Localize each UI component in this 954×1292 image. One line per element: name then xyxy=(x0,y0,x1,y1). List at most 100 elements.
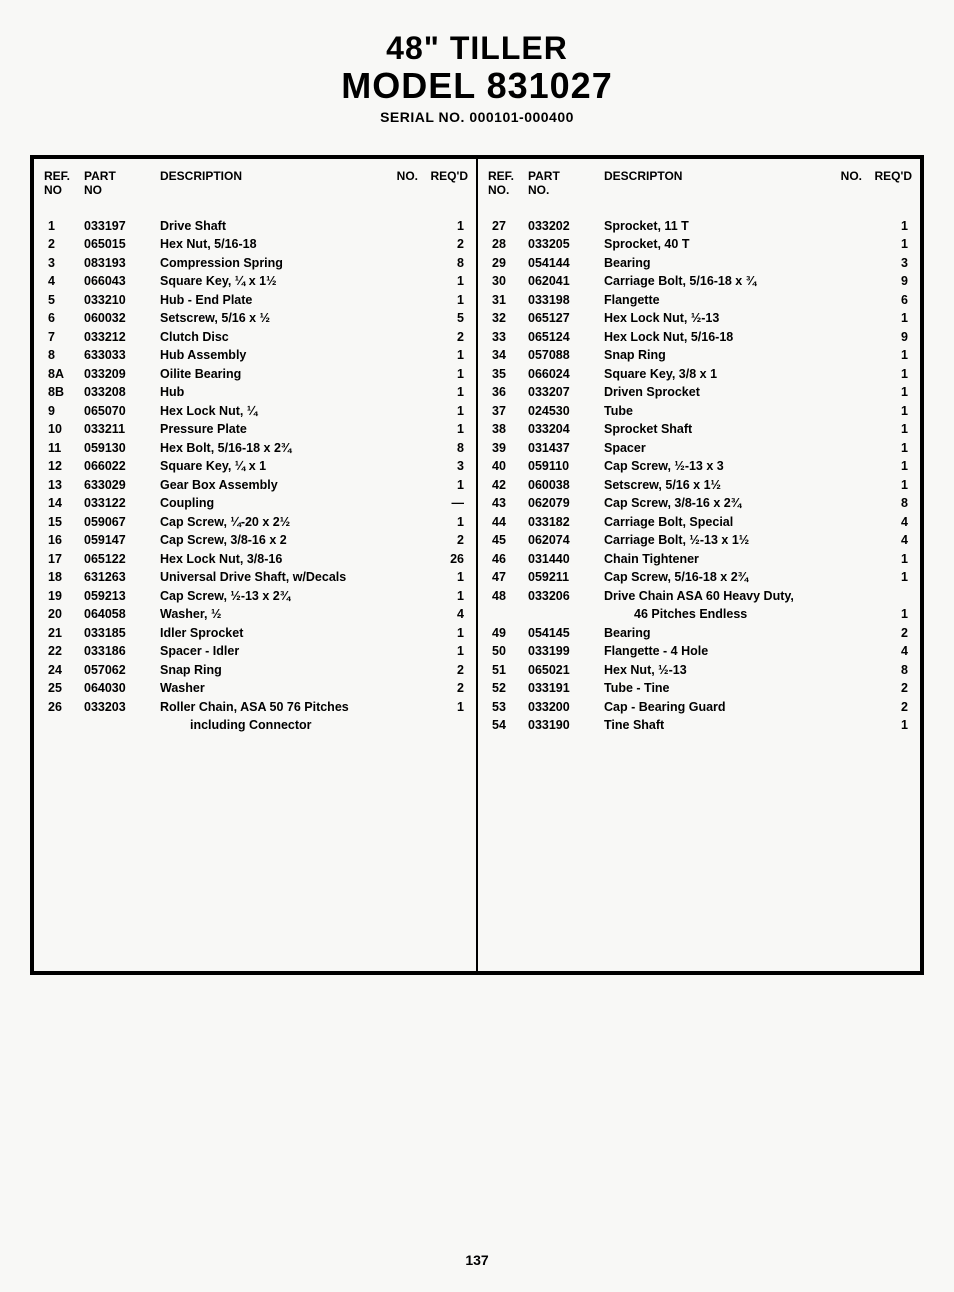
td-desc: Square Key, ¼ x 1 xyxy=(156,458,428,476)
table-row: 22033186Spacer - Idler1 xyxy=(44,643,468,661)
td-reqd: 1 xyxy=(428,403,468,421)
td-ref: 39 xyxy=(488,440,528,458)
td-desc: Driven Sprocket xyxy=(600,384,872,402)
table-row: 35066024Square Key, 3/8 x 11 xyxy=(488,366,912,384)
table-row: 45062074Carriage Bolt, ½-13 x 1½4 xyxy=(488,532,912,550)
td-reqd: 1 xyxy=(872,477,912,495)
td-reqd: 2 xyxy=(428,680,468,698)
table-row: 48033206Drive Chain ASA 60 Heavy Duty, xyxy=(488,588,912,606)
table-row: 46031440Chain Tightener1 xyxy=(488,551,912,569)
td-reqd: 1 xyxy=(872,384,912,402)
td-desc: Tine Shaft xyxy=(600,717,872,735)
td-reqd: 4 xyxy=(872,514,912,532)
table-row: 24057062Snap Ring2 xyxy=(44,662,468,680)
table-row: 5033210Hub - End Plate1 xyxy=(44,292,468,310)
td-desc: Hex Bolt, 5/16-18 x 2¾ xyxy=(156,440,428,458)
td-desc: Hex Lock Nut, ¼ xyxy=(156,403,428,421)
td-desc: Roller Chain, ASA 50 76 Pitches xyxy=(156,699,428,717)
td-ref: 42 xyxy=(488,477,528,495)
td-ref: 22 xyxy=(44,643,84,661)
td-desc: Cap Screw, ¼-20 x 2½ xyxy=(156,514,428,532)
td-desc: Sprocket, 40 T xyxy=(600,236,872,254)
td-reqd: 1 xyxy=(428,643,468,661)
td-reqd: 1 xyxy=(872,606,912,624)
td-desc: Clutch Disc xyxy=(156,329,428,347)
td-part: 033209 xyxy=(84,366,156,384)
table-row: 8A033209Oilite Bearing1 xyxy=(44,366,468,384)
td-ref: 21 xyxy=(44,625,84,643)
td-ref: 32 xyxy=(488,310,528,328)
th-no: NO. xyxy=(832,169,862,198)
td-ref: 47 xyxy=(488,569,528,587)
td-part: 033212 xyxy=(84,329,156,347)
td-desc: Cap Screw, 3/8-16 x 2 xyxy=(156,532,428,550)
td-part: 033182 xyxy=(528,514,600,532)
table-row: 52033191Tube - Tine2 xyxy=(488,680,912,698)
td-reqd: 1 xyxy=(428,569,468,587)
td-reqd: 26 xyxy=(428,551,468,569)
td-part: 062041 xyxy=(528,273,600,291)
td-desc: Snap Ring xyxy=(600,347,872,365)
table-row: 10033211Pressure Plate1 xyxy=(44,421,468,439)
td-ref: 20 xyxy=(44,606,84,624)
td-desc: Tube xyxy=(600,403,872,421)
table-row: 46 Pitches Endless1 xyxy=(488,606,912,624)
table-row: 21033185Idler Sprocket1 xyxy=(44,625,468,643)
td-ref: 7 xyxy=(44,329,84,347)
td-part: 631263 xyxy=(84,569,156,587)
td-ref: 13 xyxy=(44,477,84,495)
td-part: 059213 xyxy=(84,588,156,606)
table-header-right: REF. NO. PART NO. DESCRIPTON NO. REQ'D xyxy=(488,169,912,210)
td-desc: Cap Screw, ½-13 x 2¾ xyxy=(156,588,428,606)
td-reqd: 6 xyxy=(872,292,912,310)
td-reqd: 2 xyxy=(428,532,468,550)
td-desc: Spacer xyxy=(600,440,872,458)
td-reqd: 1 xyxy=(872,347,912,365)
td-desc: Hub - End Plate xyxy=(156,292,428,310)
td-ref: 8 xyxy=(44,347,84,365)
table-row: 19059213Cap Screw, ½-13 x 2¾1 xyxy=(44,588,468,606)
td-reqd: 1 xyxy=(428,273,468,291)
td-reqd: 1 xyxy=(872,458,912,476)
td-part: 062074 xyxy=(528,532,600,550)
td-part: 033198 xyxy=(528,292,600,310)
td-reqd: 1 xyxy=(872,717,912,735)
table-row: 37024530Tube1 xyxy=(488,403,912,421)
td-reqd: 1 xyxy=(428,588,468,606)
td-desc: Universal Drive Shaft, w/Decals xyxy=(156,569,428,587)
th-reqd: REQ'D xyxy=(418,169,468,198)
td-part: 033211 xyxy=(84,421,156,439)
td-desc: Sprocket Shaft xyxy=(600,421,872,439)
title-line-2: MODEL 831027 xyxy=(30,65,924,107)
td-part: 033204 xyxy=(528,421,600,439)
td-part: 065015 xyxy=(84,236,156,254)
td-ref: 31 xyxy=(488,292,528,310)
th-no: NO. xyxy=(388,169,418,198)
td-desc: Washer xyxy=(156,680,428,698)
table-header-left: REF. NO PART NO DESCRIPTION NO. REQ'D xyxy=(44,169,468,210)
td-part: 033210 xyxy=(84,292,156,310)
td-part: 033200 xyxy=(528,699,600,717)
td-part: 033191 xyxy=(528,680,600,698)
td-desc: Washer, ½ xyxy=(156,606,428,624)
td-desc: Drive Shaft xyxy=(156,218,428,236)
td-desc: Hex Lock Nut, 5/16-18 xyxy=(600,329,872,347)
table-row: 2065015Hex Nut, 5/16-182 xyxy=(44,236,468,254)
td-desc: Sprocket, 11 T xyxy=(600,218,872,236)
td-desc: Hex Lock Nut, ½-13 xyxy=(600,310,872,328)
td-reqd: 1 xyxy=(872,403,912,421)
td-ref: 40 xyxy=(488,458,528,476)
td-reqd: 2 xyxy=(872,680,912,698)
td-part: 060032 xyxy=(84,310,156,328)
table-row: 53033200Cap - Bearing Guard2 xyxy=(488,699,912,717)
td-reqd: 1 xyxy=(872,551,912,569)
td-ref: 5 xyxy=(44,292,84,310)
td-reqd: 8 xyxy=(428,440,468,458)
table-row: 28033205Sprocket, 40 T1 xyxy=(488,236,912,254)
td-reqd: 2 xyxy=(428,236,468,254)
td-reqd: — xyxy=(428,495,468,513)
td-ref: 2 xyxy=(44,236,84,254)
table-row: including Connector xyxy=(44,717,468,735)
td-desc: Square Key, 3/8 x 1 xyxy=(600,366,872,384)
td-ref: 49 xyxy=(488,625,528,643)
